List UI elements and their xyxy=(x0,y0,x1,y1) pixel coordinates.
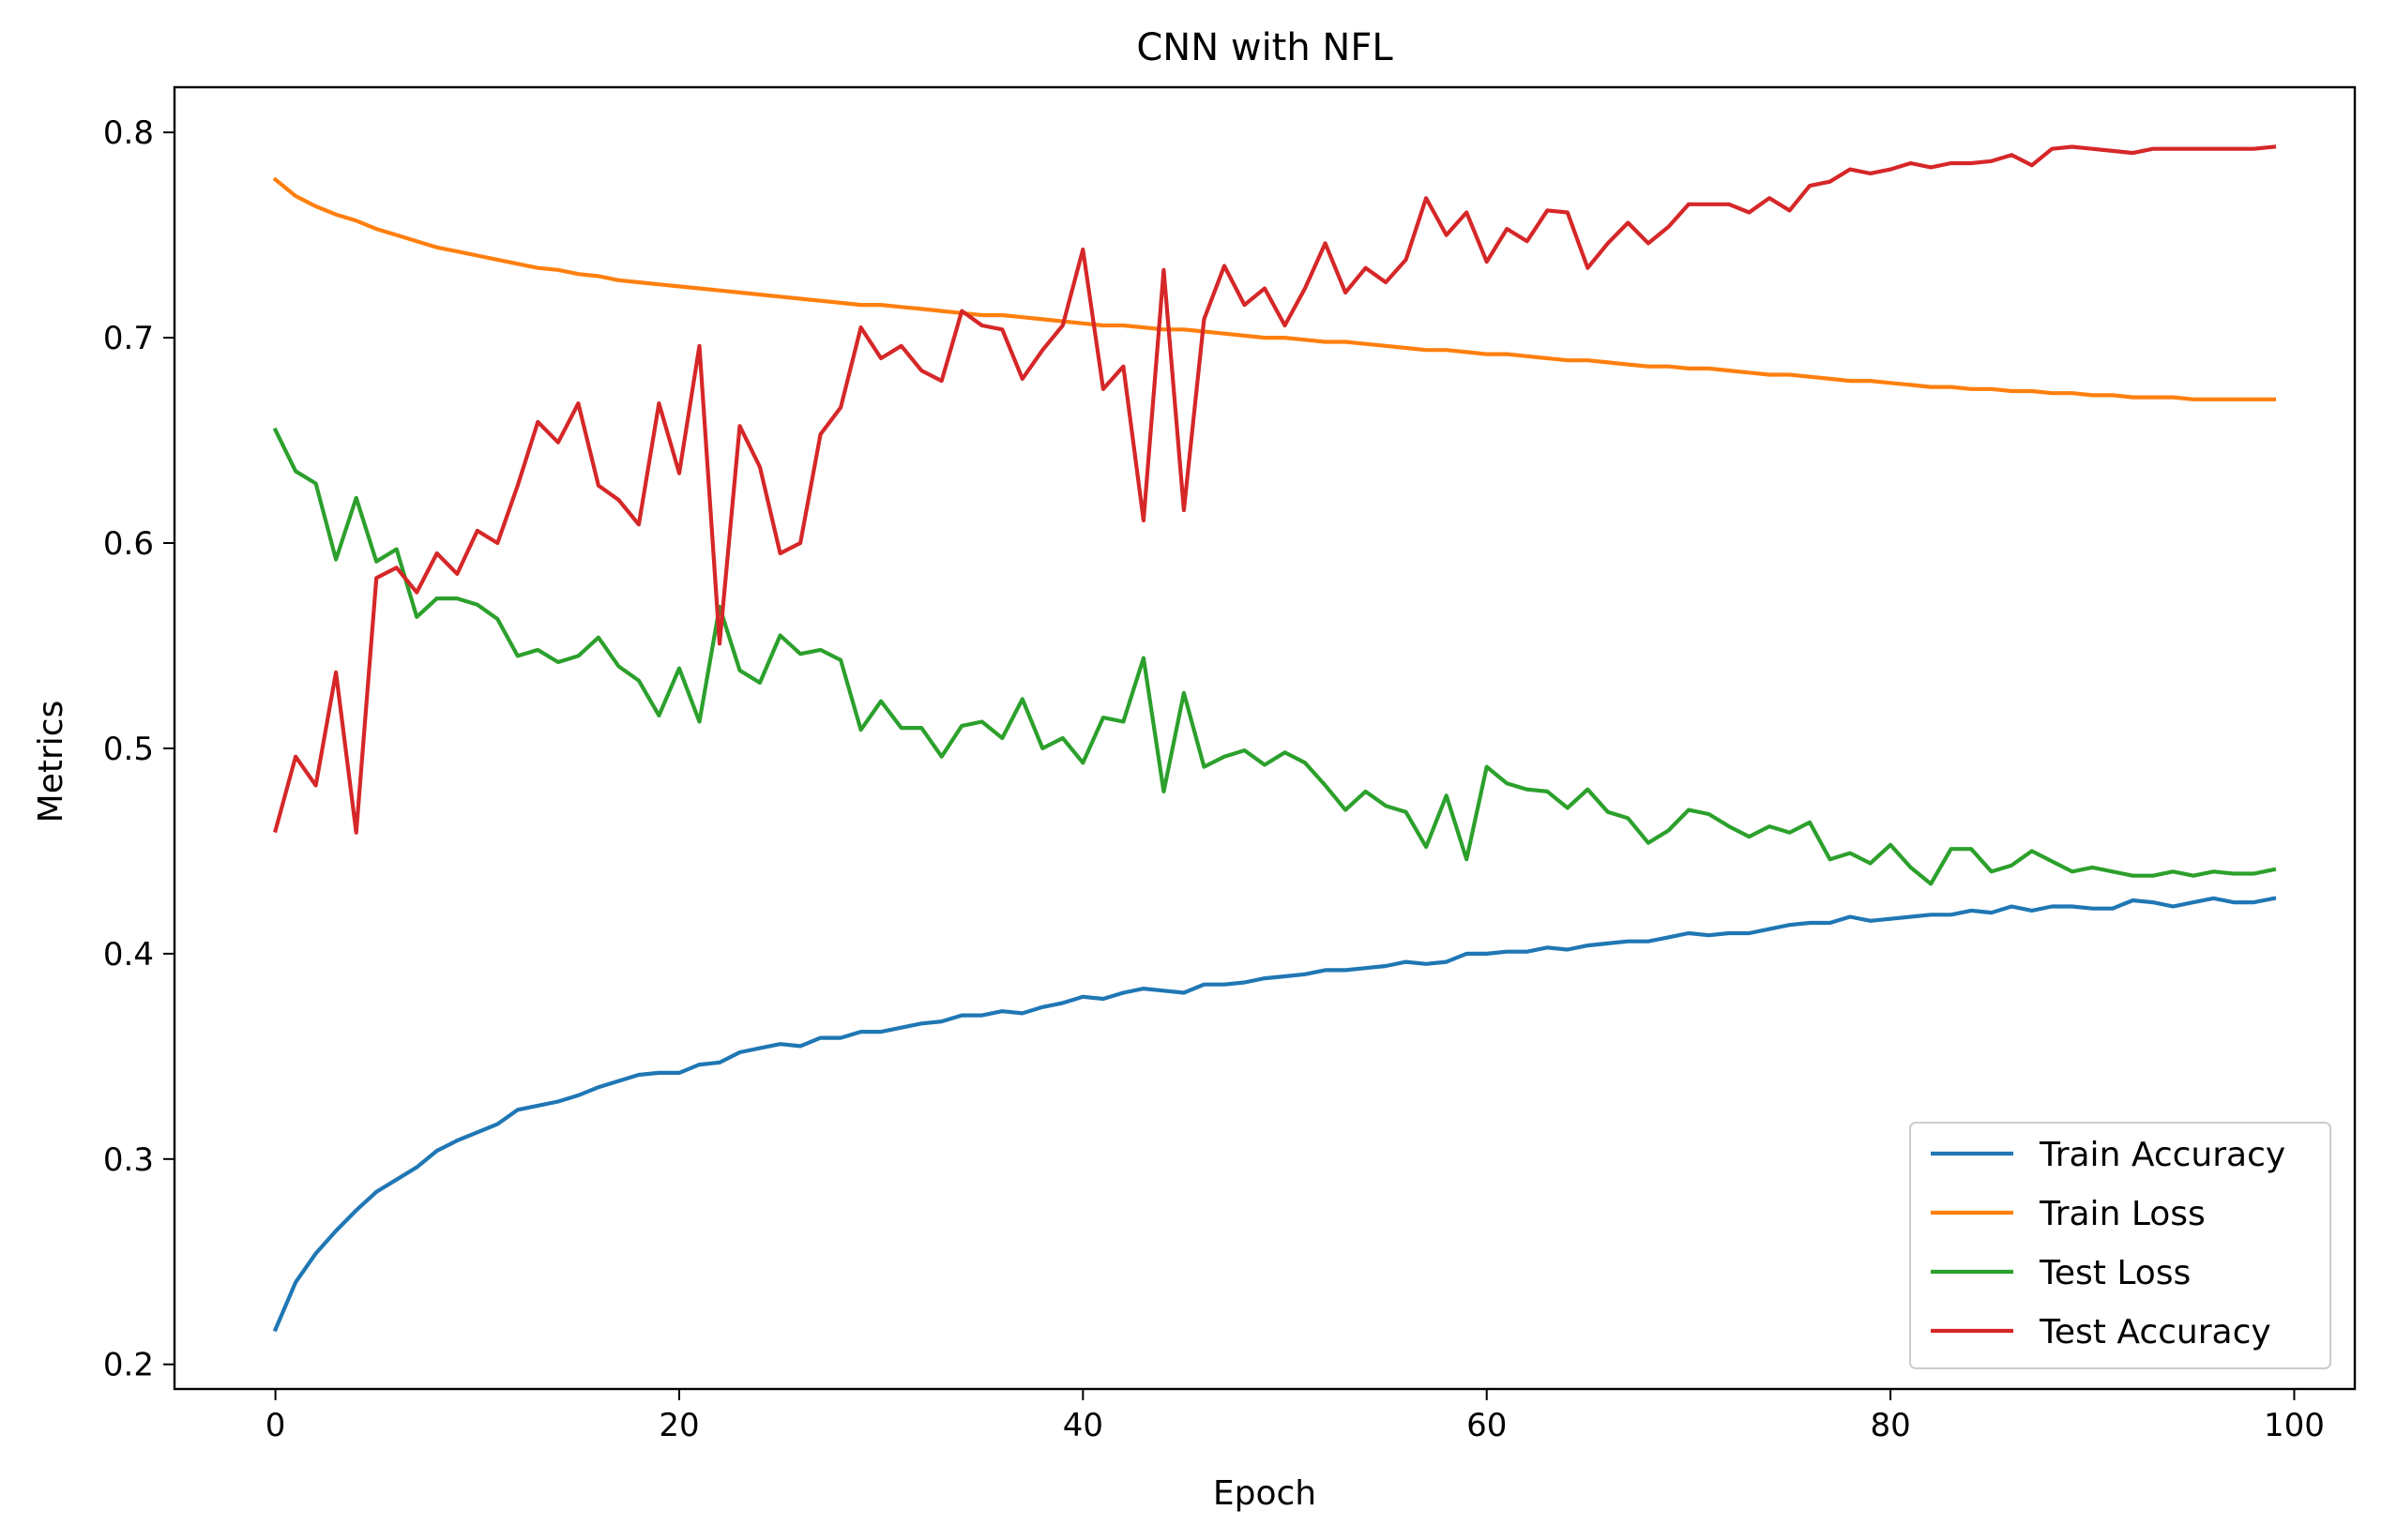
plot-area-frame xyxy=(173,85,2357,1391)
x-tick-label: 20 xyxy=(659,1407,699,1444)
x-tick-label: 100 xyxy=(2264,1407,2325,1444)
x-tick-label: 0 xyxy=(266,1407,286,1444)
series-line-train-accuracy xyxy=(272,896,2277,1333)
y-tick-label: 0.8 xyxy=(103,114,154,152)
chart-title: CNN with NFL xyxy=(1136,26,1393,69)
series-line-test-loss xyxy=(272,427,2277,886)
legend-label-test-loss: Test Loss xyxy=(2039,1254,2191,1292)
legend-label-train-accuracy: Train Accuracy xyxy=(2039,1136,2285,1174)
legend: Train Accuracy Train Loss Test Loss Test Ac… xyxy=(1909,1122,2331,1369)
series-lines xyxy=(272,144,2277,1333)
y-tick-label: 0.2 xyxy=(103,1347,154,1384)
x-axis-label: Epoch xyxy=(1213,1474,1316,1513)
x-axis-ticks: 0 20 40 60 80 100 xyxy=(266,1389,2325,1444)
y-tick-label: 0.3 xyxy=(103,1141,154,1179)
y-tick-label: 0.6 xyxy=(103,525,154,563)
y-tick-label: 0.4 xyxy=(103,936,154,974)
y-tick-label: 0.7 xyxy=(103,320,154,357)
legend-items: Train Accuracy Train Loss Test Loss Test Ac… xyxy=(1931,1136,2285,1351)
legend-box xyxy=(1909,1122,2331,1369)
x-tick-label: 40 xyxy=(1063,1407,1103,1444)
y-axis-ticks: 0.2 0.3 0.4 0.5 0.6 0.7 0.8 xyxy=(103,114,174,1384)
x-tick-label: 80 xyxy=(1870,1407,1910,1444)
legend-label-train-loss: Train Loss xyxy=(2039,1195,2206,1233)
y-tick-label: 0.5 xyxy=(103,731,154,768)
legend-label-test-accuracy: Test Accuracy xyxy=(2039,1313,2271,1351)
series-line-train-loss xyxy=(272,176,2276,401)
x-tick-label: 60 xyxy=(1466,1407,1507,1444)
y-axis-label: Metrics xyxy=(32,701,70,823)
series-line-test-accuracy xyxy=(273,144,2277,835)
